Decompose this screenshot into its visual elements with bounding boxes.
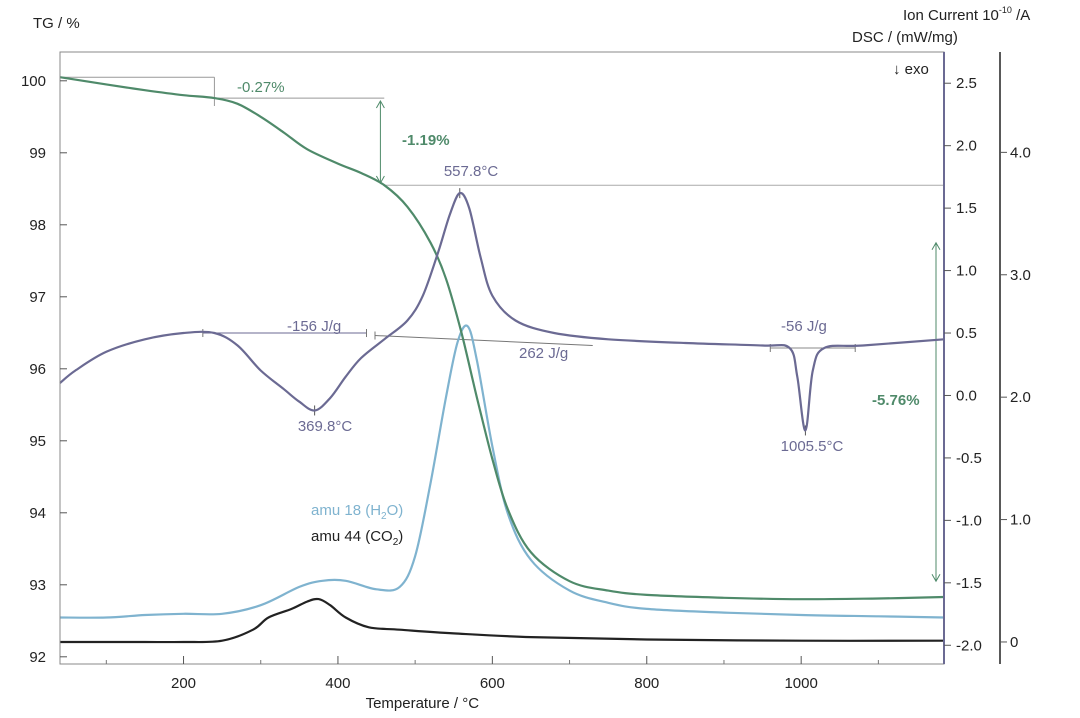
tg-tick-label-100: 100 [21,73,46,90]
plot-area-border [59,51,945,665]
dsc-tick-label-7: -1.0 [956,512,982,529]
reference-lines [60,76,944,583]
tg-tick-label-99: 99 [29,145,46,162]
tg-tick-label-98: 98 [29,217,46,234]
series-amu-44-line [60,597,945,644]
series-dsc-line [59,191,945,432]
dsc-tick-label-5: 0.0 [956,387,977,404]
x-tick-label-800: 800 [634,675,659,692]
dsc-tick-label-3: 1.0 [956,263,977,280]
tg-tick-label-95: 95 [29,433,46,450]
series-amu-18-line [59,324,945,619]
dsc-peak-exo-temp-label: 557.8°C [444,163,499,180]
dsc-tick-label-8: -1.5 [956,575,982,592]
tg-tick-label-92: 92 [29,649,46,666]
ion-tick-label-1: 1.0 [1010,512,1031,529]
x-tick-label-600: 600 [480,675,505,692]
dsc-enthalpy-3-label: -56 J/g [781,318,827,335]
tg-loss-1-label: -0.27% [237,79,285,96]
dsc-tick-label-4: 0.5 [956,325,977,342]
series-tg-line [59,76,945,601]
tg-loss-2-label: -1.19% [402,132,450,149]
dsc-tick-label-6: -0.5 [956,450,982,467]
ion-axis-title: Ion Current 10-10 /A [903,5,1030,24]
tg-axis-title: TG / % [33,15,80,32]
plot-frame [59,51,1001,665]
ion-tick-label-4: 4.0 [1010,144,1031,161]
legend-amu44: amu 44 (CO2) [311,528,403,548]
dsc-tick-label-1: 2.0 [956,138,977,155]
dsc-enthalpy-1-label: -156 J/g [287,318,341,335]
tg-tick-label-93: 93 [29,577,46,594]
dsc-peak-1-temp-label: 369.8°C [298,418,353,435]
tg-step2-arrow [375,99,385,185]
x-tick-label-200: 200 [171,675,196,692]
dsc-enthalpy-2-label: 262 J/g [519,345,568,362]
tg-tick-label-97: 97 [29,289,46,306]
legend-amu18: amu 18 (H2O) [311,502,403,522]
dsc-peak2-baseline [374,335,593,347]
ion-tick-label-2: 2.0 [1010,389,1031,406]
dsc-tick-label-2: 1.5 [956,200,977,217]
dsc-axis-title: DSC / (mW/mg) [852,29,958,46]
tg-tick-label-94: 94 [29,505,46,522]
labels: -0.27% -1.19% 557.8°C -156 J/g 262 J/g -56 J/… [237,79,920,548]
x-tick-label-1000: 1000 [784,675,817,692]
ion-tick-label-3: 3.0 [1010,267,1031,284]
dsc-peak-3-temp-label: 1005.5°C [781,438,844,455]
dsc-tick-label-9: -2.0 [956,637,982,654]
x-axis-title: Temperature / °C [366,695,480,712]
tg-step3-arrow [931,241,941,583]
series-layer [59,76,945,644]
tg-loss-3-label: -5.76% [872,392,920,409]
ion-tick-label-0: 0 [1010,634,1018,651]
dsc-tick-label-0: 2.5 [956,75,977,92]
tg-tick-label-96: 96 [29,361,46,378]
exo-direction-label: ↓ exo [893,61,929,78]
x-tick-label-400: 400 [325,675,350,692]
